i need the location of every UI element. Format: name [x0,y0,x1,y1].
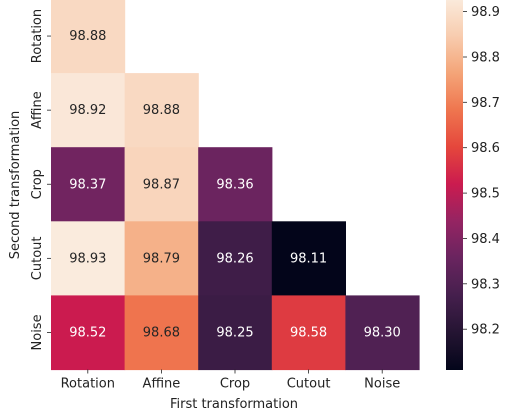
y-tick-label: Noise [30,314,45,350]
heatmap-cell [271,221,346,296]
heatmap-cell [198,221,273,296]
heatmap-cell [271,295,346,371]
heatmap-cell [51,295,126,371]
colorbar-tick-label: 98.6 [471,141,500,156]
cell-value-label: 98.92 [69,103,106,118]
y-tick-label: Rotation [30,9,45,63]
y-tick-label: Cutout [30,236,45,280]
heatmap-cell-labels: 98.88 98.92 98.88 98.37 98.87 98.36 98.93 98.79… [69,29,401,340]
cell-value-label: 98.88 [69,29,106,44]
heatmap-cell [51,221,126,296]
heatmap-cell [51,147,126,222]
x-tick-label: Rotation [61,377,115,392]
y-tick-label: Crop [30,169,45,199]
heatmap-cell [124,73,199,148]
heatmap-cell [124,295,199,371]
colorbar-tick-label: 98.5 [471,187,500,202]
y-axis-label: Second transformation [8,111,23,260]
cell-value-label: 98.11 [290,251,327,266]
heatmap-cell [124,221,199,296]
y-axis-ticks: Rotation Affine Crop Cutout Noise [30,9,51,350]
cell-value-label: 98.37 [69,177,106,192]
cell-value-label: 98.68 [143,325,180,340]
x-tick-label: Noise [364,377,400,392]
heatmap-cell [198,295,273,371]
heatmap-cell [345,295,420,371]
heatmap-cells [51,0,420,371]
cell-value-label: 98.88 [143,103,180,118]
y-tick-label: Affine [30,91,45,129]
cell-value-label: 98.36 [216,177,253,192]
x-tick-label: Crop [220,377,250,392]
heatmap-cell [124,147,199,222]
heatmap-cell [51,73,126,148]
colorbar-ticks: 98.2 98.3 98.4 98.5 98.6 98.7 98.8 98.9 [463,5,500,338]
cell-value-label: 98.30 [364,325,401,340]
colorbar-tick-label: 98.7 [471,96,500,111]
x-tick-label: Affine [143,377,181,392]
cell-value-label: 98.25 [216,325,253,340]
heatmap-cell [198,147,273,222]
cell-value-label: 98.93 [69,251,106,266]
colorbar-tick-label: 98.3 [471,277,500,292]
cell-value-label: 98.26 [216,251,253,266]
cell-value-label: 98.58 [290,325,327,340]
x-axis-label: First transformation [170,397,298,412]
colorbar-tick-label: 98.9 [471,5,500,20]
colorbar [446,0,463,370]
colorbar-tick-label: 98.8 [471,51,500,66]
colorbar-tick-label: 98.2 [471,323,500,338]
cell-value-label: 98.87 [143,177,180,192]
cell-value-label: 98.79 [143,251,180,266]
heatmap-cell [51,0,126,74]
x-axis-ticks: Rotation Affine Crop Cutout Noise [61,369,400,392]
cell-value-label: 98.52 [69,325,106,340]
x-tick-label: Cutout [287,377,331,392]
colorbar-tick-label: 98.4 [471,232,500,247]
